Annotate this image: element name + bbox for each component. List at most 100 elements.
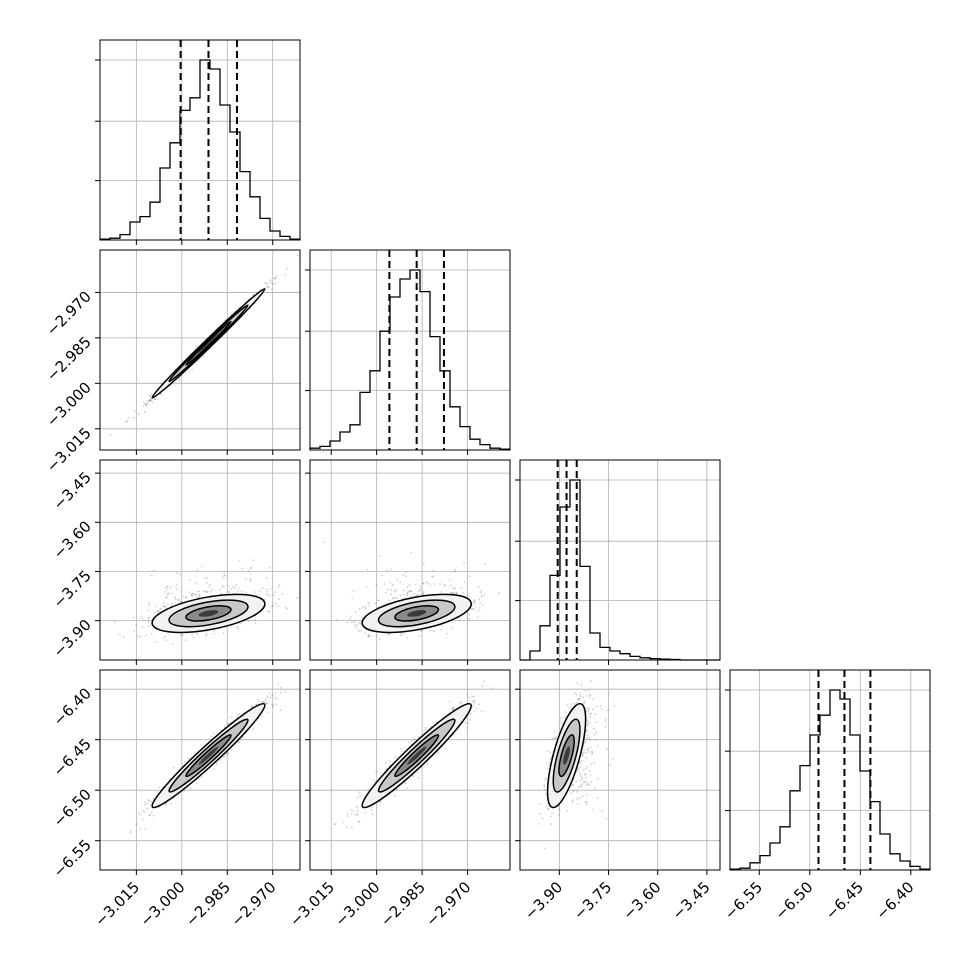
sample-point bbox=[560, 723, 563, 725]
sample-point bbox=[213, 630, 215, 632]
x-tick-label: −3.015 bbox=[286, 878, 338, 930]
sample-point bbox=[466, 617, 468, 619]
sample-point bbox=[392, 583, 395, 586]
sample-point bbox=[462, 592, 464, 594]
sample-point bbox=[589, 722, 591, 725]
panel-0-0 bbox=[95, 39, 301, 245]
sample-point bbox=[195, 782, 198, 785]
sample-point bbox=[137, 812, 140, 815]
sample-point bbox=[356, 814, 359, 817]
sample-point bbox=[162, 605, 165, 608]
sample-point bbox=[188, 591, 191, 593]
sample-point bbox=[359, 623, 362, 625]
sample-point bbox=[475, 707, 478, 710]
sample-point bbox=[234, 587, 237, 590]
sample-point bbox=[148, 395, 151, 397]
sample-point bbox=[429, 584, 432, 587]
sample-point bbox=[432, 575, 435, 578]
sample-point bbox=[262, 700, 265, 703]
sample-point bbox=[367, 602, 370, 605]
sample-point bbox=[254, 622, 257, 624]
sample-point bbox=[368, 636, 370, 638]
sample-point bbox=[420, 629, 423, 632]
sample-point bbox=[604, 719, 607, 722]
sample-point bbox=[477, 616, 479, 618]
sample-point bbox=[468, 614, 470, 616]
sample-point bbox=[175, 584, 178, 587]
sample-point bbox=[471, 695, 474, 698]
sample-point bbox=[164, 590, 166, 593]
sample-point bbox=[323, 541, 325, 544]
sample-point bbox=[205, 590, 208, 593]
sample-point bbox=[589, 693, 591, 696]
sample-point bbox=[141, 626, 143, 629]
sample-point bbox=[474, 603, 476, 605]
sample-point bbox=[236, 713, 239, 716]
sample-point bbox=[148, 400, 151, 402]
sample-point bbox=[162, 601, 165, 604]
sample-point bbox=[367, 635, 369, 637]
sample-point bbox=[378, 599, 381, 602]
sample-point bbox=[189, 578, 191, 581]
sample-point bbox=[368, 605, 371, 607]
sample-point bbox=[230, 716, 233, 719]
sample-point bbox=[402, 574, 405, 576]
sample-point bbox=[252, 728, 255, 731]
sample-point bbox=[390, 568, 393, 571]
sample-point bbox=[153, 569, 155, 572]
sample-point bbox=[164, 605, 166, 608]
sample-point bbox=[374, 602, 377, 605]
sample-point bbox=[191, 595, 193, 597]
sample-point bbox=[579, 694, 581, 697]
sample-point bbox=[180, 600, 183, 603]
sample-point bbox=[426, 763, 429, 766]
sample-point bbox=[272, 706, 274, 708]
sample-point bbox=[162, 605, 165, 608]
sample-point bbox=[148, 398, 151, 401]
sample-point bbox=[153, 398, 156, 400]
sample-point bbox=[196, 590, 199, 593]
sample-point bbox=[451, 592, 454, 595]
sample-point bbox=[452, 708, 455, 711]
sample-point bbox=[549, 758, 551, 761]
sample-point bbox=[362, 606, 364, 609]
sample-point bbox=[479, 590, 482, 592]
sample-point bbox=[469, 719, 471, 721]
sample-point bbox=[376, 599, 379, 602]
sample-point bbox=[420, 588, 422, 590]
sample-point bbox=[209, 594, 212, 596]
sample-point bbox=[346, 621, 349, 624]
sample-point bbox=[206, 591, 209, 593]
sample-point bbox=[479, 601, 481, 604]
sample-point bbox=[554, 737, 557, 740]
sample-point bbox=[419, 585, 422, 587]
sample-point bbox=[357, 820, 360, 823]
sample-point bbox=[209, 590, 212, 593]
sample-point bbox=[410, 551, 413, 554]
sample-point bbox=[269, 594, 272, 597]
sample-point bbox=[483, 593, 486, 596]
panel-2-1 bbox=[305, 459, 511, 665]
sample-point bbox=[241, 590, 243, 593]
sample-point bbox=[147, 620, 150, 623]
sample-point bbox=[167, 592, 170, 595]
sample-point bbox=[203, 577, 206, 579]
sample-point bbox=[467, 594, 469, 597]
sample-point bbox=[171, 642, 174, 645]
sample-point bbox=[205, 634, 207, 637]
sample-point bbox=[274, 692, 277, 695]
sample-point bbox=[350, 813, 353, 815]
sample-point bbox=[356, 624, 359, 627]
sample-point bbox=[358, 608, 361, 610]
sample-point bbox=[176, 572, 178, 575]
sample-point bbox=[444, 747, 447, 749]
sample-point bbox=[356, 796, 359, 799]
sample-point bbox=[280, 686, 282, 689]
sample-point bbox=[433, 583, 435, 585]
sample-point bbox=[202, 355, 204, 358]
sample-point bbox=[264, 282, 267, 284]
sample-point bbox=[401, 750, 403, 753]
sample-point bbox=[198, 594, 201, 597]
x-tick-label: −3.000 bbox=[137, 878, 189, 930]
sample-point bbox=[137, 635, 139, 637]
